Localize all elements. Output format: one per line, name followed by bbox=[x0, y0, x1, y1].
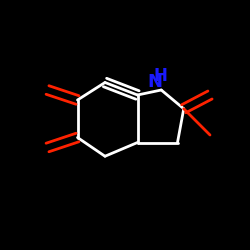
Text: H: H bbox=[153, 67, 167, 85]
Text: N: N bbox=[148, 73, 162, 91]
